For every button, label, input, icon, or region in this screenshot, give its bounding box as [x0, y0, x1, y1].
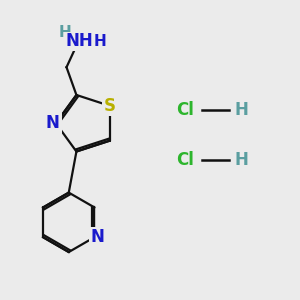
Text: NH: NH: [65, 32, 93, 50]
Text: N: N: [91, 228, 104, 246]
Text: Cl: Cl: [176, 101, 194, 119]
Text: H: H: [234, 151, 248, 169]
Text: H: H: [94, 34, 106, 49]
Text: S: S: [103, 97, 116, 115]
Text: H: H: [234, 101, 248, 119]
Text: N: N: [46, 114, 60, 132]
Text: H: H: [58, 25, 71, 40]
Text: Cl: Cl: [176, 151, 194, 169]
